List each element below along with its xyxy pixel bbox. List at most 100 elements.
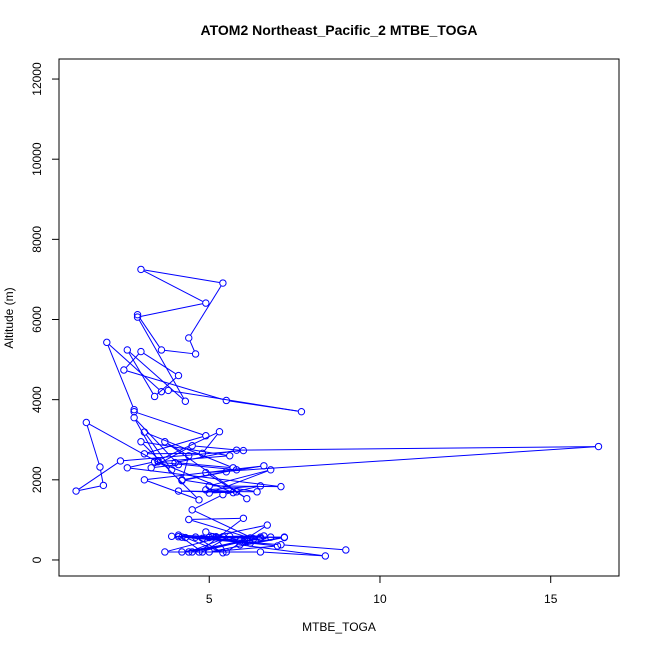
data-point bbox=[161, 548, 169, 556]
data-point bbox=[130, 413, 138, 422]
data-point bbox=[185, 515, 193, 524]
data-point bbox=[150, 392, 159, 401]
data-point bbox=[219, 549, 227, 557]
data-point bbox=[342, 546, 350, 554]
data-point bbox=[263, 521, 271, 529]
series-segment bbox=[107, 345, 134, 407]
data-point bbox=[239, 446, 248, 455]
series-segment bbox=[147, 436, 203, 454]
series-segment bbox=[143, 443, 197, 498]
y-axis-label: Altitude (m) bbox=[2, 287, 16, 348]
data-point bbox=[297, 407, 306, 416]
data-point bbox=[116, 457, 125, 465]
data-point bbox=[198, 534, 207, 543]
data-point bbox=[137, 347, 145, 356]
series-segment bbox=[185, 471, 223, 481]
data-point bbox=[222, 468, 231, 476]
data-point bbox=[133, 310, 142, 319]
data-point bbox=[219, 279, 227, 287]
plot-frame bbox=[58, 58, 620, 577]
data-point bbox=[140, 428, 149, 436]
data-point bbox=[167, 466, 176, 474]
data-point bbox=[594, 442, 603, 451]
series-segment bbox=[140, 303, 203, 317]
series-segment bbox=[212, 545, 275, 553]
series-segment bbox=[185, 479, 254, 492]
data-point bbox=[164, 386, 172, 395]
x-axis: 5 10 15 bbox=[206, 575, 558, 606]
data-point bbox=[205, 533, 213, 542]
series-segment bbox=[156, 377, 177, 395]
y-tick-label: 8000 bbox=[30, 226, 44, 253]
data-point bbox=[198, 548, 207, 556]
data-point bbox=[267, 533, 275, 541]
series-segment bbox=[191, 520, 248, 538]
series-segment bbox=[123, 450, 240, 462]
y-axis: 0 2000 4000 6000 8000 10000 12000 bbox=[30, 62, 60, 563]
series-segment bbox=[100, 470, 104, 483]
data-point bbox=[185, 334, 193, 342]
series-segment bbox=[139, 317, 160, 348]
series-segment bbox=[79, 485, 101, 491]
data-point bbox=[174, 460, 183, 469]
series-segment bbox=[138, 319, 185, 399]
series-segment bbox=[127, 370, 224, 400]
data-point bbox=[253, 488, 261, 496]
data-point bbox=[226, 532, 234, 541]
data-point bbox=[239, 514, 248, 522]
data-point bbox=[239, 538, 248, 546]
series-segment bbox=[164, 349, 193, 355]
series-segment bbox=[208, 474, 245, 498]
data-point bbox=[157, 387, 166, 396]
series-segment bbox=[263, 551, 322, 557]
x-tick-label: 5 bbox=[206, 592, 213, 606]
data-point bbox=[99, 481, 108, 490]
data-point bbox=[133, 313, 142, 321]
data-point bbox=[161, 438, 169, 446]
series-segment bbox=[128, 352, 154, 394]
data-point bbox=[226, 452, 234, 460]
series-segment bbox=[130, 462, 152, 468]
data-point bbox=[229, 488, 237, 497]
data-point bbox=[198, 449, 207, 458]
series-points bbox=[72, 265, 603, 560]
series-segment bbox=[125, 353, 139, 368]
data-point bbox=[280, 533, 289, 541]
data-point bbox=[178, 476, 186, 485]
data-point bbox=[208, 533, 217, 541]
data-point bbox=[181, 533, 190, 542]
chart-title: ATOM2 Northeast_Pacific_2 MTBE_TOGA bbox=[201, 22, 478, 38]
y-tick-label: 12000 bbox=[30, 62, 44, 96]
series-segment bbox=[240, 446, 596, 451]
data-point bbox=[120, 366, 128, 374]
data-point bbox=[191, 350, 200, 358]
series-line bbox=[78, 269, 596, 557]
data-point bbox=[174, 531, 183, 539]
y-tick-label: 0 bbox=[30, 556, 44, 563]
series-segment bbox=[284, 544, 343, 551]
data-point bbox=[267, 466, 275, 474]
data-point bbox=[167, 532, 176, 541]
y-tick-label: 2000 bbox=[30, 466, 44, 493]
series-segment bbox=[182, 459, 189, 478]
data-point bbox=[205, 489, 213, 497]
series-segment bbox=[217, 539, 225, 550]
series-segment bbox=[190, 285, 222, 336]
y-tick-label: 4000 bbox=[30, 386, 44, 413]
series-segment bbox=[147, 480, 196, 500]
series-segment bbox=[143, 353, 176, 375]
series-segment bbox=[188, 538, 220, 552]
series-segment bbox=[130, 467, 278, 487]
data-point bbox=[202, 432, 210, 440]
data-point bbox=[150, 458, 159, 466]
x-axis-label: MTBE_TOGA bbox=[302, 620, 376, 634]
data-point bbox=[222, 548, 231, 556]
series-segment bbox=[137, 412, 203, 436]
series-segment bbox=[195, 510, 251, 538]
data-point bbox=[195, 496, 203, 504]
data-point bbox=[188, 506, 196, 514]
data-point bbox=[246, 534, 254, 542]
data-point bbox=[243, 494, 251, 503]
data-point bbox=[260, 462, 268, 470]
series-segment bbox=[226, 486, 258, 495]
